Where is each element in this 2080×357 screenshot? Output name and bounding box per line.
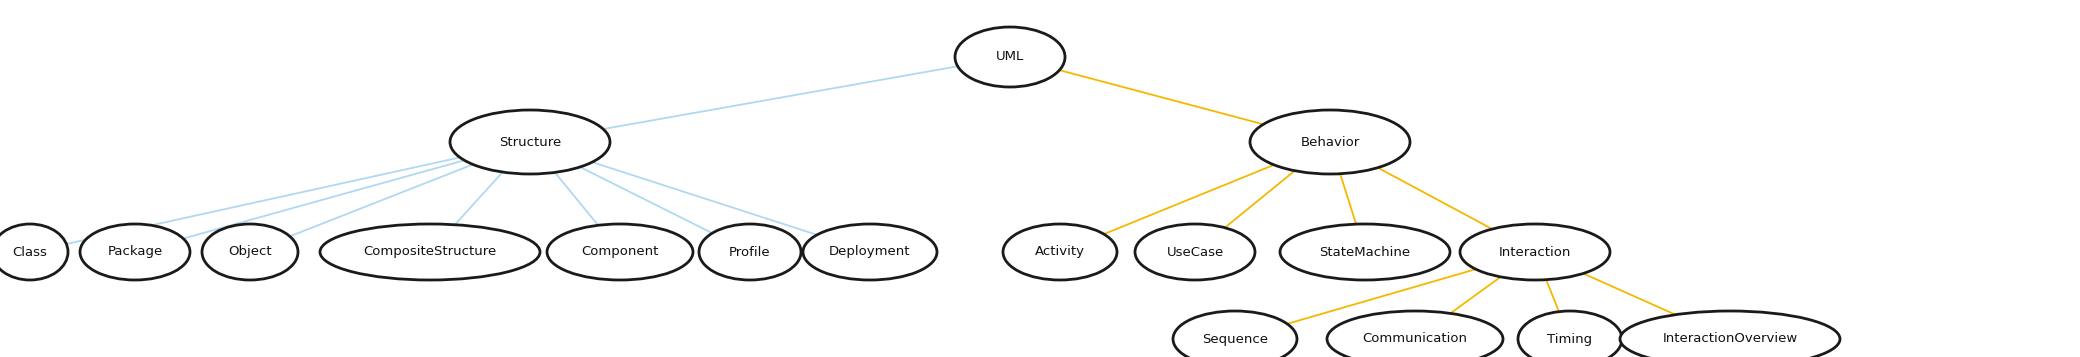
Text: Object: Object [229,246,272,258]
Text: Timing: Timing [1548,332,1593,346]
Text: Profile: Profile [730,246,772,258]
Text: Structure: Structure [499,136,562,149]
Ellipse shape [1327,311,1504,357]
Ellipse shape [1620,311,1841,357]
Ellipse shape [1279,224,1450,280]
Text: Deployment: Deployment [830,246,911,258]
Ellipse shape [803,224,936,280]
Text: Behavior: Behavior [1300,136,1360,149]
Ellipse shape [320,224,541,280]
Ellipse shape [699,224,801,280]
Text: UseCase: UseCase [1167,246,1223,258]
Ellipse shape [449,110,609,174]
Text: CompositeStructure: CompositeStructure [364,246,497,258]
Text: Activity: Activity [1036,246,1086,258]
Ellipse shape [1173,311,1298,357]
Text: StateMachine: StateMachine [1319,246,1410,258]
Ellipse shape [955,27,1065,87]
Ellipse shape [202,224,297,280]
Text: Component: Component [580,246,659,258]
Text: Interaction: Interaction [1500,246,1570,258]
Text: InteractionOverview: InteractionOverview [1662,332,1797,346]
Ellipse shape [1003,224,1117,280]
Ellipse shape [79,224,189,280]
Ellipse shape [1250,110,1410,174]
Ellipse shape [1518,311,1622,357]
Ellipse shape [1460,224,1610,280]
Text: UML: UML [996,50,1023,64]
Ellipse shape [1136,224,1254,280]
Text: Sequence: Sequence [1202,332,1269,346]
Text: Package: Package [108,246,162,258]
Text: Communication: Communication [1362,332,1468,346]
Ellipse shape [547,224,693,280]
Ellipse shape [0,224,69,280]
Text: Class: Class [12,246,48,258]
